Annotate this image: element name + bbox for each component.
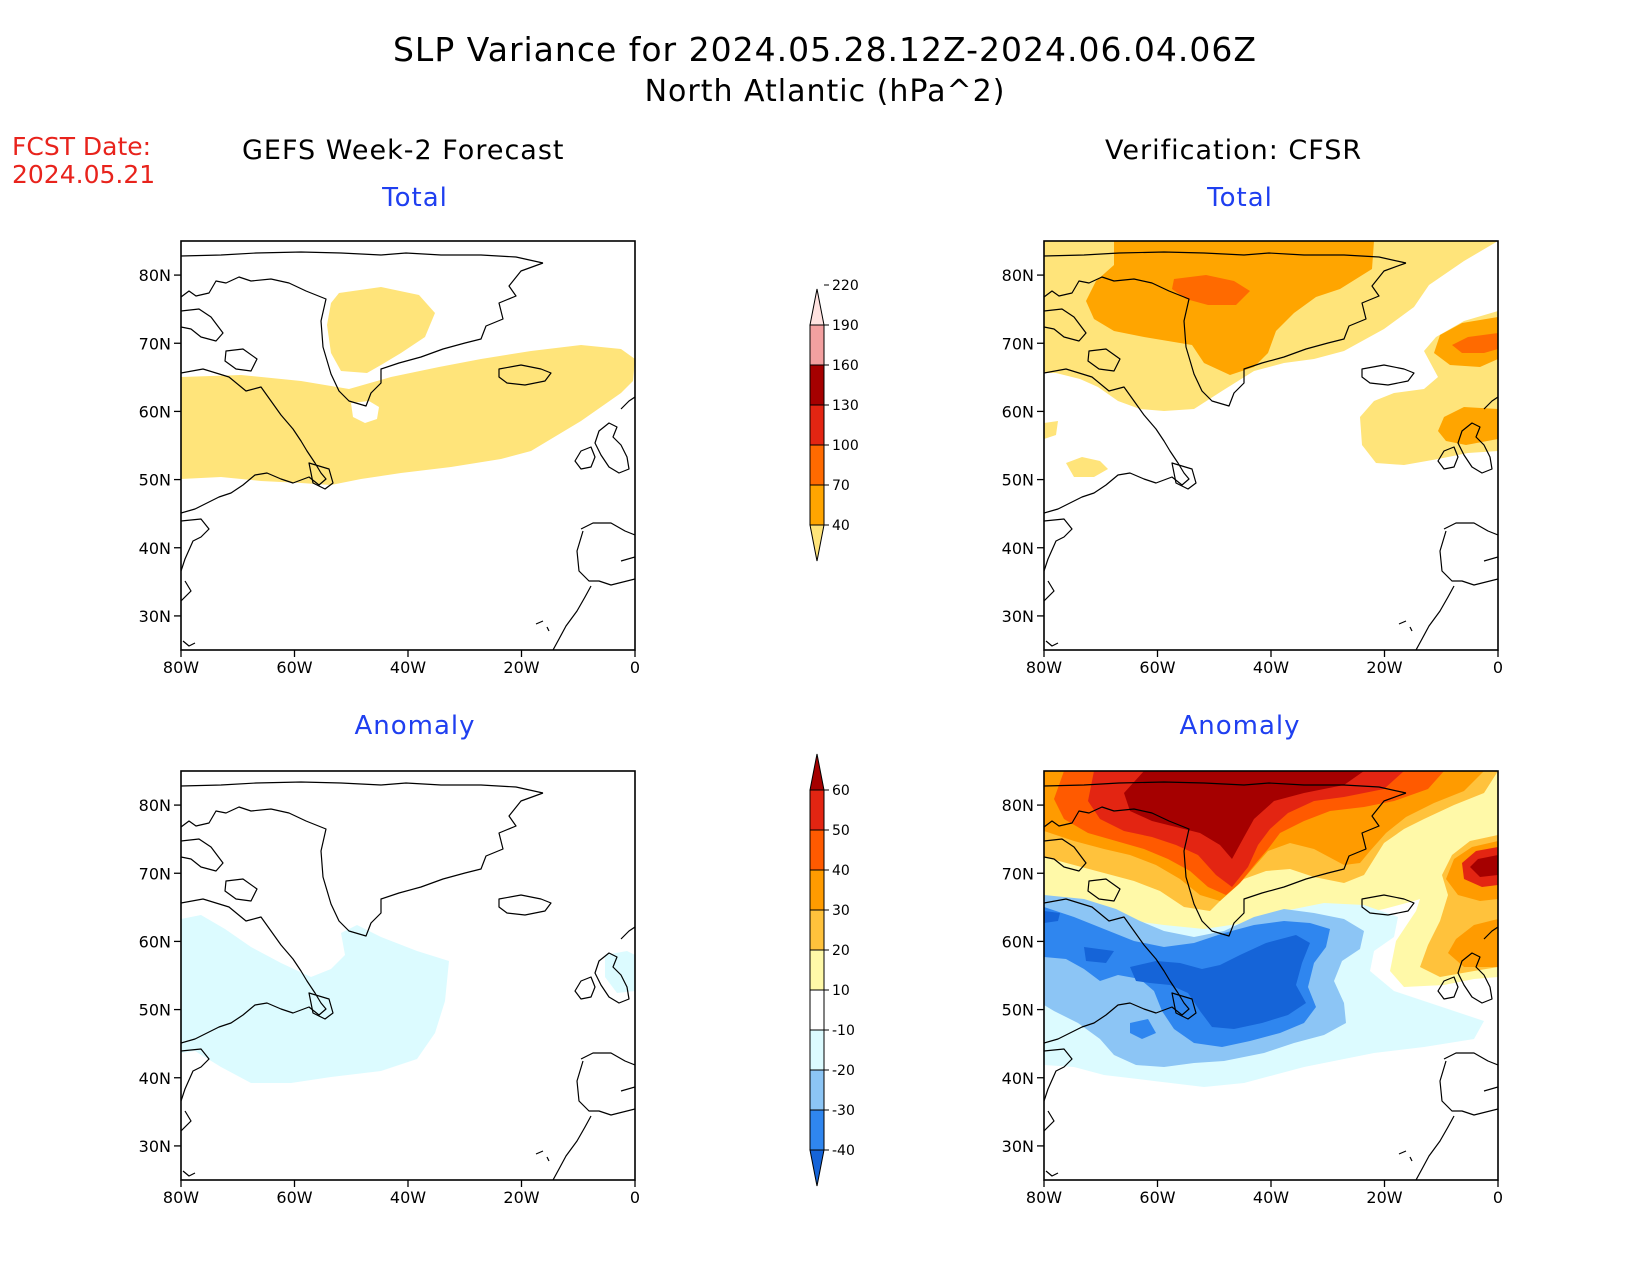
lat-tick-label: 70N [1002, 334, 1034, 353]
lon-tick-label: 80W [163, 658, 199, 677]
colorbar-segment [809, 1069, 825, 1111]
colorbar-label: 20 [832, 943, 850, 959]
colorbar-segment [809, 364, 825, 406]
map-panel-forecast-anomaly [181, 781, 635, 1180]
lat-tick-label: 80N [139, 796, 171, 815]
panel-title-verification-anomaly: Anomaly [1179, 711, 1301, 741]
right-column-title: Verification: CFSR [1105, 135, 1363, 166]
lon-tick-label: 40W [390, 658, 426, 677]
lon-tick-label: 60W [1139, 1188, 1175, 1207]
colorbar-segment [809, 789, 825, 831]
lat-tick-label: 70N [139, 864, 171, 883]
lon-tick-label: 0 [630, 658, 640, 677]
colorbar-label: 130 [832, 398, 859, 414]
lon-tick-label: 80W [1026, 658, 1062, 677]
chart-title: SLP Variance for 2024.05.28.12Z-2024.06.… [392, 30, 1258, 69]
colorbar-label: -20 [832, 1063, 855, 1079]
lon-tick-label: 60W [276, 658, 312, 677]
lat-tick-label: 60N [139, 402, 171, 421]
lat-tick-label: 30N [139, 1137, 171, 1156]
colorbar-segment [809, 949, 825, 991]
colorbar-label: -30 [832, 1103, 855, 1119]
colorbar-segment [809, 484, 825, 526]
colorbar-segment [809, 869, 825, 911]
colorbar-segment [809, 524, 825, 562]
lon-tick-label: 20W [1366, 658, 1402, 677]
colorbar-label: 70 [832, 478, 850, 494]
lat-tick-label: 60N [1002, 402, 1034, 421]
lat-tick-label: 50N [139, 1001, 171, 1020]
lon-tick-label: 40W [1253, 658, 1289, 677]
colorbar-segment [809, 1029, 825, 1071]
chart-subtitle: North Atlantic (hPa^2) [644, 74, 1006, 109]
lon-tick-label: 80W [1026, 1188, 1062, 1207]
colorbar-segment [809, 753, 825, 791]
lat-tick-label: 30N [139, 607, 171, 626]
colorbar-anomaly: -40 -30 -20 -10 10 20 30 40 50 60 [809, 753, 855, 1187]
colorbar-label: 220 [832, 278, 859, 294]
colorbar-segment [809, 909, 825, 951]
colorbar-segment [809, 1149, 825, 1187]
lon-tick-label: 0 [1493, 1188, 1503, 1207]
colorbar-label: 60 [832, 783, 850, 799]
lat-tick-label: 80N [1002, 796, 1034, 815]
map-panel-verification-anomaly [1044, 771, 1498, 1180]
lat-tick-label: 70N [1002, 864, 1034, 883]
lat-tick-label: 40N [139, 539, 171, 558]
map-panel-verification-total [1044, 241, 1498, 650]
lon-tick-label: 40W [1253, 1188, 1289, 1207]
lon-tick-label: 60W [1139, 658, 1175, 677]
colorbar-segment [809, 1109, 825, 1151]
colorbar-segment [809, 324, 825, 366]
colorbar-segment [809, 404, 825, 446]
colorbar-label: 160 [832, 358, 859, 374]
colorbar-segment [809, 829, 825, 871]
colorbar-label: 50 [832, 823, 850, 839]
lat-tick-label: 40N [1002, 539, 1034, 558]
lon-tick-label: 40W [390, 1188, 426, 1207]
lat-tick-label: 50N [139, 471, 171, 490]
lat-tick-label: 30N [1002, 607, 1034, 626]
lat-tick-label: 60N [139, 932, 171, 951]
panel-title-verification-total: Total [1207, 183, 1273, 213]
colorbar-label: 190 [832, 318, 859, 334]
colorbar-label: 30 [832, 903, 850, 919]
colorbar-label: -40 [832, 1143, 855, 1159]
lat-tick-label: 30N [1002, 1137, 1034, 1156]
lon-tick-label: 80W [163, 1188, 199, 1207]
colorbar-total: 40 70 100 130 160 190 220 [809, 278, 859, 562]
lon-tick-label: 0 [630, 1188, 640, 1207]
panel-title-forecast-total: Total [382, 183, 448, 213]
lat-tick-label: 70N [139, 334, 171, 353]
colorbar-segment [809, 288, 825, 326]
lat-tick-label: 50N [1002, 471, 1034, 490]
colorbar-segment [809, 444, 825, 486]
lat-tick-label: 80N [139, 266, 171, 285]
lat-tick-label: 50N [1002, 1001, 1034, 1020]
colorbar-label: 40 [832, 518, 850, 534]
left-column-title: GEFS Week-2 Forecast [242, 135, 565, 166]
fcst-date-value: 2024.05.21 [12, 160, 156, 189]
lon-tick-label: 20W [503, 1188, 539, 1207]
lat-tick-label: 80N [1002, 266, 1034, 285]
lat-tick-label: 40N [139, 1069, 171, 1088]
lon-tick-label: 20W [503, 658, 539, 677]
colorbar-label: 10 [832, 983, 850, 999]
colorbar-label: 100 [832, 438, 859, 454]
colorbar-label: 40 [832, 863, 850, 879]
lon-tick-label: 60W [276, 1188, 312, 1207]
lon-tick-label: 20W [1366, 1188, 1402, 1207]
lat-tick-label: 40N [1002, 1069, 1034, 1088]
colorbar-label: -10 [832, 1023, 855, 1039]
panel-title-forecast-anomaly: Anomaly [354, 711, 476, 741]
map-panel-forecast-total [181, 251, 635, 650]
lat-tick-label: 60N [1002, 932, 1034, 951]
colorbar-segment [809, 989, 825, 1031]
fcst-date-label: FCST Date: [12, 132, 152, 161]
lon-tick-label: 0 [1493, 658, 1503, 677]
